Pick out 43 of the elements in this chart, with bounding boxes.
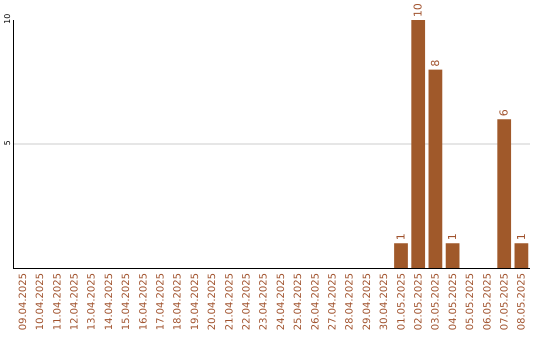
x-tick-label: 05.05.2025 [465,273,476,330]
x-tick-label: 20.04.2025 [207,273,218,330]
bar [446,243,460,268]
x-tick-label: 07.05.2025 [499,273,510,330]
data-label: 8 [428,60,442,67]
x-tick-label: 28.04.2025 [344,273,356,330]
x-tick-label: 14.04.2025 [104,273,115,330]
data-label: 1 [446,233,460,240]
x-tick-label: 22.04.2025 [241,273,252,330]
x-tick-label: 06.05.2025 [482,273,494,330]
x-tick-label: 09.04.2025 [18,273,29,330]
x-tick-label: 23.04.2025 [258,273,270,330]
x-tick-label: 26.04.2025 [310,273,322,330]
x-tick-label: 15.04.2025 [121,273,132,330]
bar [514,243,528,268]
bar [411,20,426,268]
x-tick-label: 19.04.2025 [190,273,201,330]
x-tick-label: 13.04.2025 [86,273,98,330]
x-tick-label: 12.04.2025 [69,273,80,330]
x-tick-label: 29.04.2025 [362,273,373,330]
x-tick-label: 03.05.2025 [430,273,442,330]
x-tick-label: 11.04.2025 [52,273,64,330]
bar [394,243,408,268]
x-tick-label: 02.05.2025 [413,273,424,330]
x-tick-label: 04.05.2025 [448,273,459,330]
data-label: 6 [498,109,511,116]
x-tick-label: 10.04.2025 [35,273,46,330]
x-tick-label: 17.04.2025 [155,273,166,330]
y-tick-label: 5 [2,140,12,146]
x-tick-label: 16.04.2025 [138,273,150,330]
data-label: 10 [412,3,425,17]
x-tick-label: 30.04.2025 [379,273,390,330]
data-label: 1 [394,233,408,240]
data-label: 1 [514,233,528,240]
x-tick-label: 18.04.2025 [172,273,184,330]
x-tick-label: 24.04.2025 [276,273,287,330]
x-tick-label: 01.05.2025 [396,273,408,330]
x-tick-label: 27.04.2025 [327,273,338,330]
x-tick-label: 25.04.2025 [293,273,304,330]
x-tick-label: 08.05.2025 [516,273,528,330]
bar [497,119,512,268]
bar [428,70,442,268]
x-tick-label: 21.04.2025 [224,273,236,330]
